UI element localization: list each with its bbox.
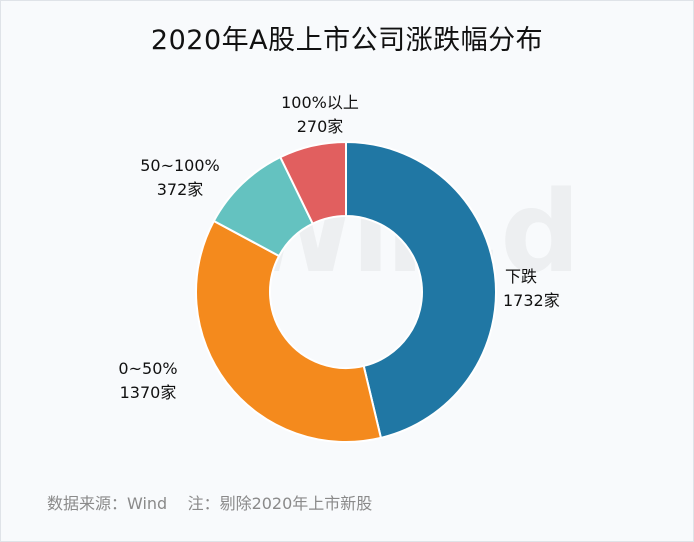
slice-value-4: 270家 [297, 117, 344, 136]
slice-value-1: 1732家 [503, 291, 560, 310]
slice-label-1: 下跌 [505, 267, 537, 286]
slice-1 [345, 140, 497, 440]
footer-note: 数据来源：Wind 注：剔除2020年上市新股 [47, 490, 372, 514]
chart-title: 2020年A股上市公司涨跌幅分布 [150, 25, 544, 56]
source-note: 数据来源：Wind [47, 494, 168, 513]
slice-label-2: 0~50% [118, 359, 177, 378]
remark-note: 注：剔除2020年上市新股 [187, 494, 373, 513]
slice-4 [278, 140, 347, 226]
slice-value-2: 1370家 [120, 383, 177, 402]
slice-2 [195, 219, 383, 443]
slice-label-3: 50~100% [140, 156, 220, 175]
slice-label-4: 100%以上 [281, 93, 359, 112]
slice-value-3: 372家 [157, 180, 204, 199]
